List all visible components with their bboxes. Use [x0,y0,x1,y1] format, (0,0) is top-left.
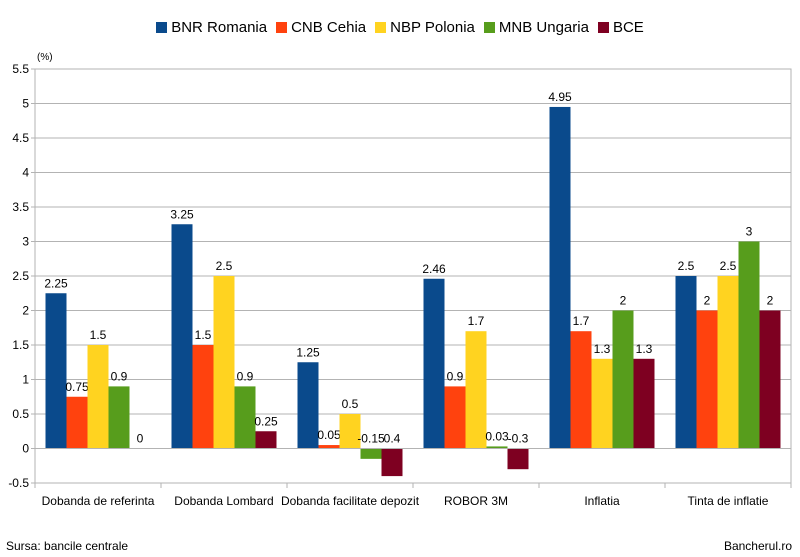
y-axis-unit-label: (%) [37,52,53,63]
data-label: 0.9 [447,369,464,383]
data-label: 1.7 [468,314,485,328]
bar [192,345,214,449]
legend-item: MNB Ungaria [483,19,589,36]
bar [297,362,319,449]
x-tick-label: Dobanda facilitate depozit [281,494,420,508]
legend-label: CNB Cehia [291,19,367,36]
bar [171,224,193,449]
bar [465,331,487,449]
data-label: 0.4 [384,432,401,446]
bar [444,386,466,449]
y-tick-label: -0.5 [8,476,29,490]
bar [633,358,655,449]
data-label: 2 [767,294,774,308]
bar [486,446,508,449]
data-label: 0.05 [317,428,341,442]
data-label: 2 [704,294,711,308]
bar [213,276,235,449]
x-tick-label: Tinta de inflatie [688,494,769,508]
legend-item: BNR Romania [156,19,267,36]
legend-item: CNB Cehia [276,19,366,36]
y-tick-label: 3 [22,235,29,249]
bar [507,448,529,470]
data-label: 0.03 [485,429,509,443]
data-label: 4.95 [548,90,572,104]
bar [675,276,697,449]
x-tick-label: Dobanda Lombard [174,494,273,508]
legend-item: NBP Polonia [375,19,475,36]
bar [255,431,277,449]
data-label: 3 [746,225,753,239]
bar [717,276,739,449]
legend-swatch [375,22,387,33]
data-label: 2.5 [216,259,233,273]
legend-swatch [597,22,609,33]
data-label: 1.7 [573,314,590,328]
data-label: 0.25 [254,414,278,428]
x-tick-label: Inflatia [584,494,620,508]
legend-label: BCE [612,19,644,36]
data-label: 0.5 [342,397,359,411]
bar [591,358,613,449]
y-tick-label: 1.5 [12,338,29,352]
y-tick-label: 5.5 [12,62,29,76]
legend-label: MNB Ungaria [498,19,589,36]
legend-swatch [276,22,288,33]
chart-legend: BNR Romania CNB Cehia NBP Polonia MNB Ungar… [0,19,800,36]
bar [738,241,760,449]
bar [570,331,592,449]
bar [318,445,340,449]
data-label: 2 [620,294,627,308]
data-label: 0.75 [65,380,89,394]
data-label: 2.46 [422,262,446,276]
legend-swatch [483,22,495,33]
x-tick-label: ROBOR 3M [444,494,508,508]
bar [339,414,361,449]
source-note: Sursa: bancile centrale [6,539,129,553]
legend-label: BNR Romania [171,19,268,36]
y-tick-label: 5 [22,97,29,111]
bar [234,386,256,449]
bar [423,278,445,449]
bar [612,310,634,449]
bar [696,310,718,449]
data-label: 2.5 [720,259,737,273]
y-tick-label: 3.5 [12,200,29,214]
data-label: 1.5 [195,328,212,342]
y-tick-label: 4.5 [12,131,29,145]
data-label: 3.25 [170,207,194,221]
y-tick-label: 0.5 [12,407,29,421]
bar [360,448,382,459]
y-tick-label: 4 [22,166,29,180]
legend-label: NBP Polonia [390,19,475,36]
y-tick-label: 2 [22,304,29,318]
site-name: Bancherul.ro [723,539,792,553]
data-label: 1.25 [296,345,320,359]
bar [108,386,130,449]
legend-item: BCE [597,19,644,36]
legend-swatch [156,22,168,33]
data-label: 0 [137,432,144,446]
x-tick-label: Dobanda de referinta [42,494,155,508]
data-label: 1.5 [90,328,107,342]
data-label: 0.9 [111,369,128,383]
bar [549,106,571,449]
bar [381,448,403,477]
data-label: -0.3 [508,432,529,446]
data-label: 2.25 [44,276,68,290]
data-label: 1.3 [594,342,611,356]
bar [87,345,109,449]
bar [759,310,781,449]
y-tick-label: 1 [22,373,29,387]
bar [66,396,88,449]
bar [45,293,67,449]
data-label: 0.9 [237,369,254,383]
y-tick-label: 0 [22,442,29,456]
data-label: 1.3 [636,342,653,356]
y-tick-label: 2.5 [12,269,29,283]
data-label: 2.5 [678,259,695,273]
data-label: -0.15 [357,432,385,446]
